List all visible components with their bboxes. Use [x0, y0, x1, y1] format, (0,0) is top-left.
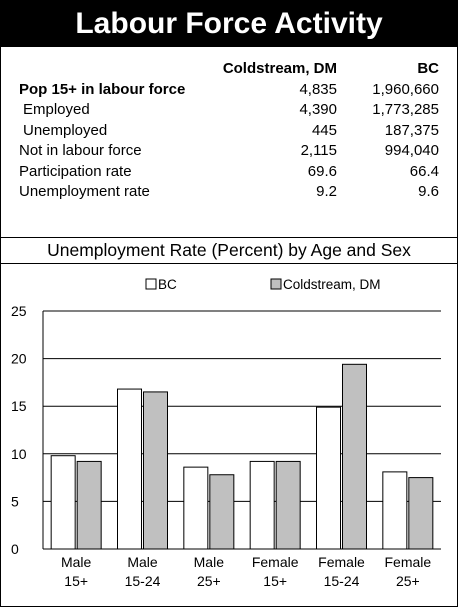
- y-tick-label: 15: [11, 398, 27, 414]
- value-bc: 9.6: [418, 183, 439, 200]
- value-coldstream: 9.2: [316, 183, 337, 200]
- x-tick-label: Male: [61, 554, 92, 570]
- labour-force-table: Coldstream, DM BC Pop 15+ in labour forc…: [19, 59, 439, 203]
- bar-bc: [183, 466, 209, 550]
- bar-coldstream: [143, 391, 168, 550]
- column-header-bc: BC: [417, 60, 439, 78]
- table-header-row: Coldstream, DM BC: [19, 59, 439, 80]
- value-coldstream: 2,115: [300, 142, 337, 159]
- bar-bc: [249, 460, 275, 550]
- row-label: Pop 15+ in labour force: [19, 80, 186, 98]
- value-coldstream: 4,390: [299, 101, 337, 118]
- y-tick-label: 5: [11, 493, 19, 509]
- row-label: Employed: [23, 101, 90, 118]
- y-tick-label: 25: [11, 303, 27, 319]
- table-row: Not in labour force 2,115 994,040: [19, 141, 439, 162]
- table-body: Pop 15+ in labour force 4,835 1,960,660 Emp…: [19, 80, 439, 203]
- x-tick-label: 15-24: [125, 573, 161, 589]
- bar-coldstream: [76, 460, 102, 550]
- row-label: Unemployment rate: [19, 183, 150, 200]
- table-row: Participation rate 69.6 66.4: [19, 162, 439, 183]
- column-header-coldstream: Coldstream, DM: [222, 60, 337, 78]
- value-coldstream: 69.6: [307, 162, 337, 180]
- x-tick-label: Female: [318, 554, 365, 570]
- table-row: Employed 4,390 1,773,285: [19, 100, 439, 121]
- value-coldstream: 445: [311, 121, 337, 139]
- y-tick-label: 20: [11, 351, 27, 367]
- x-tick-label: 25+: [396, 573, 420, 589]
- table-row: Unemployment rate 9.2 9.6: [19, 182, 439, 203]
- x-tick-label: Female: [384, 554, 431, 570]
- bar-bc: [382, 471, 408, 550]
- bar-bc: [316, 406, 341, 550]
- bar-coldstream: [408, 477, 434, 550]
- y-tick-label: 0: [11, 541, 19, 557]
- legend-swatch: [270, 278, 282, 290]
- x-tick-label: 15+: [64, 573, 88, 589]
- x-tick-label: Male: [127, 554, 158, 570]
- bar-bc: [50, 455, 76, 550]
- x-tick-label: 15+: [263, 573, 287, 589]
- legend-swatch: [145, 278, 157, 290]
- row-label: Not in labour force: [19, 142, 142, 159]
- value-bc: 994,040: [384, 142, 439, 159]
- y-tick-label: 10: [11, 446, 27, 462]
- value-coldstream: 4,835: [299, 80, 337, 98]
- legend-label: Coldstream, DM: [283, 277, 381, 292]
- row-label: Participation rate: [19, 162, 132, 180]
- value-bc: 1,960,660: [372, 80, 439, 98]
- chart-title: Unemployment Rate (Percent) by Age and S…: [1, 237, 457, 264]
- table-row: Pop 15+ in labour force 4,835 1,960,660: [19, 80, 439, 101]
- x-tick-label: 25+: [197, 573, 221, 589]
- bar-coldstream: [342, 363, 367, 550]
- legend-label: BC: [158, 277, 177, 292]
- panel-title: Labour Force Activity: [1, 1, 457, 47]
- bar-bc: [117, 388, 142, 550]
- value-bc: 187,375: [384, 121, 439, 139]
- x-tick-label: Female: [252, 554, 299, 570]
- x-tick-label: 15-24: [324, 573, 360, 589]
- bar-coldstream: [209, 474, 235, 550]
- unemployment-chart: 0 5 10 15 20 25 Male 15+ Male 15-24 Male 25+ Female 1…: [11, 277, 441, 589]
- row-label: Unemployed: [23, 121, 108, 139]
- bar-coldstream: [275, 460, 301, 550]
- value-bc: 1,773,285: [372, 101, 439, 118]
- table-row: Unemployed 445 187,375: [19, 121, 439, 142]
- value-bc: 66.4: [409, 162, 439, 180]
- x-tick-label: Male: [194, 554, 225, 570]
